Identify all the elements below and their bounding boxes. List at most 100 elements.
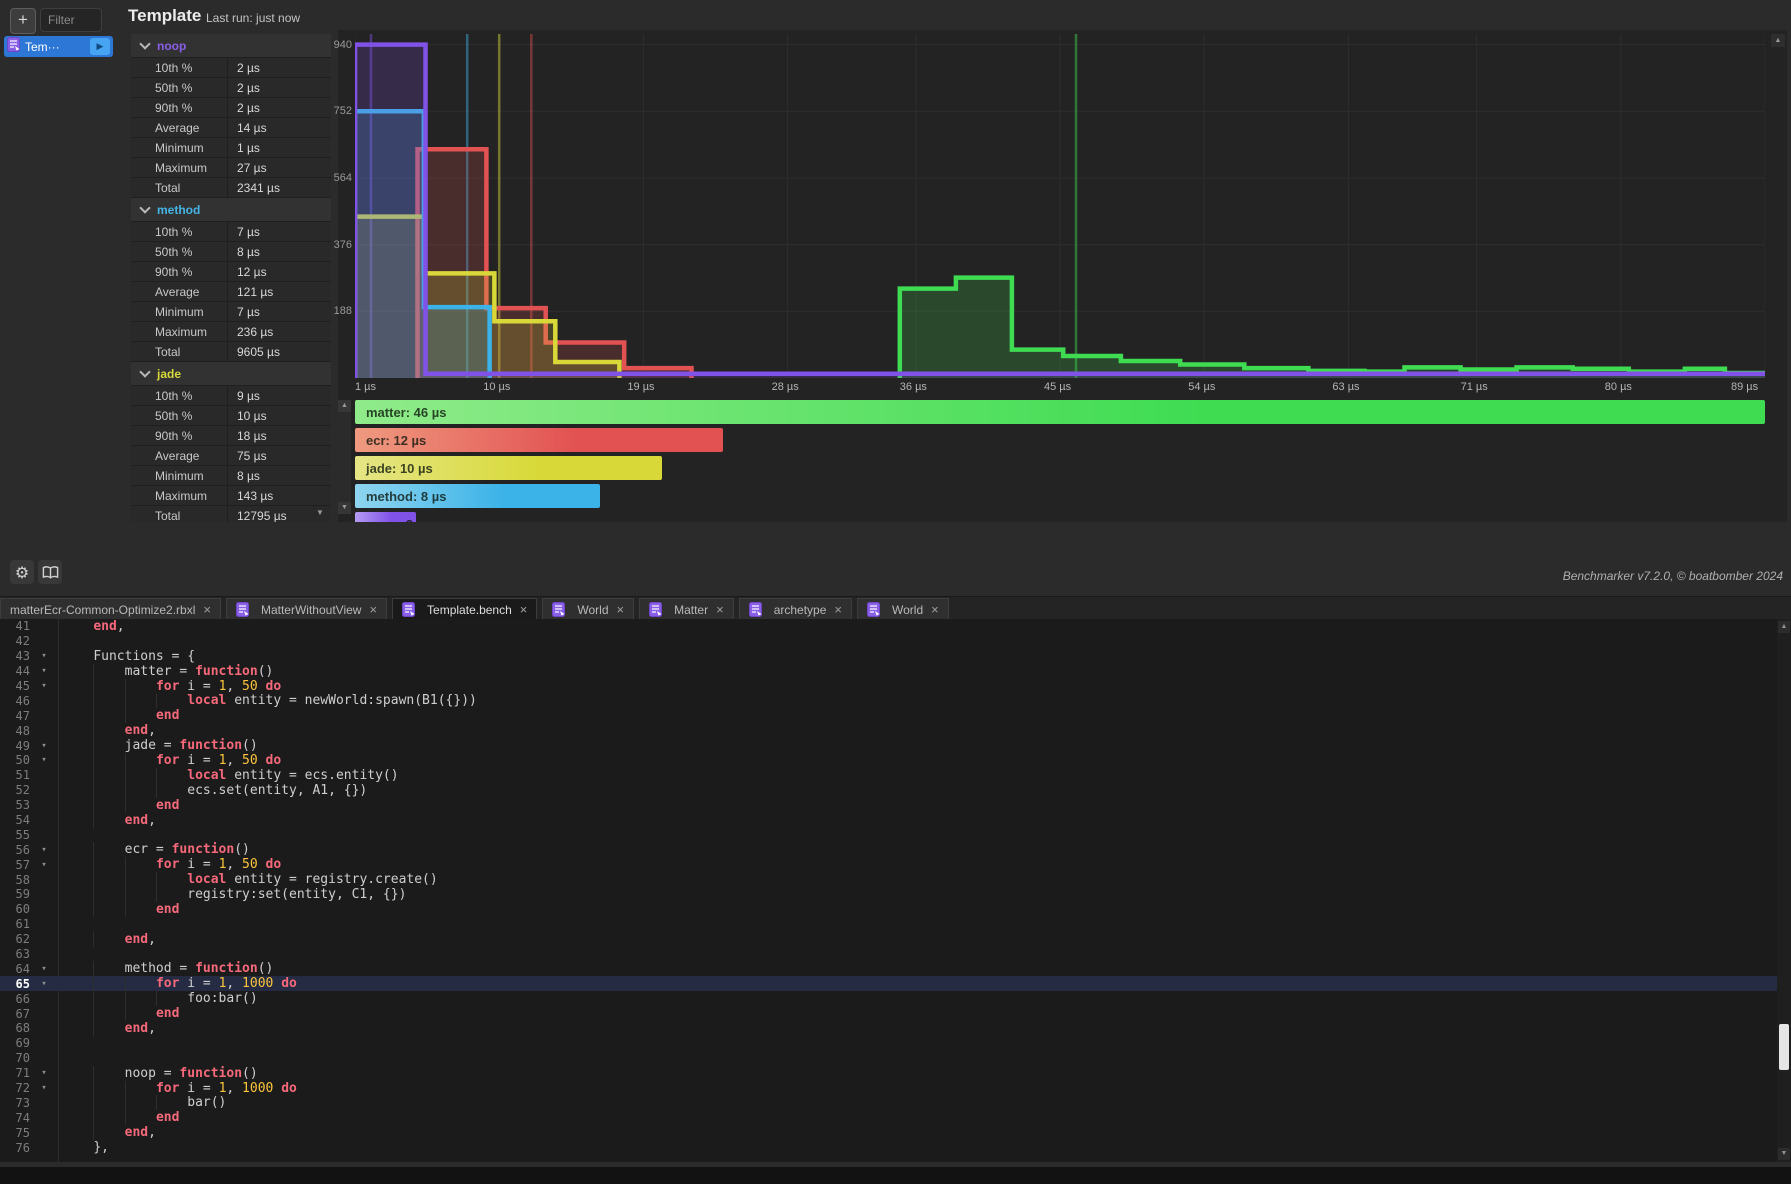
fold-arrow-icon[interactable]: ▾ bbox=[41, 681, 47, 691]
fold-arrow-icon[interactable]: ▾ bbox=[41, 844, 47, 855]
code-text: for i = 1, 50 do bbox=[58, 679, 281, 694]
x-axis-tick-label: 54 µs bbox=[1188, 381, 1216, 393]
code-line-62: 62 end, bbox=[0, 932, 1791, 947]
bench-item-label: Tem··· bbox=[25, 39, 60, 54]
code-text: end bbox=[58, 1006, 179, 1021]
legend-bar-method: method: 8 µs bbox=[355, 484, 601, 508]
line-number: 50 bbox=[15, 753, 30, 768]
code-text: for i = 1, 50 do bbox=[58, 753, 281, 768]
chart-scroll-up-icon[interactable]: ▲ bbox=[1771, 34, 1785, 47]
stats-section-header-noop[interactable]: noop bbox=[131, 34, 331, 58]
tab-Matter[interactable]: Matter × bbox=[639, 598, 734, 620]
fold-arrow-icon[interactable]: ▾ bbox=[41, 978, 47, 989]
stat-label: Minimum bbox=[131, 466, 228, 485]
series-matter bbox=[897, 275, 1765, 378]
legend-scroll-up-icon[interactable]: ▲ bbox=[338, 400, 351, 412]
script-icon bbox=[867, 602, 880, 617]
fold-arrow-icon[interactable]: ▾ bbox=[41, 1068, 47, 1079]
editor-scrollbar[interactable]: ▲ ▼ bbox=[1777, 619, 1791, 1162]
tab-World[interactable]: World × bbox=[857, 598, 949, 620]
tab-close-icon[interactable]: × bbox=[834, 601, 842, 617]
tab-close-icon[interactable]: × bbox=[203, 601, 211, 617]
series-ecr bbox=[415, 147, 694, 378]
fold-arrow-icon[interactable]: ▾ bbox=[41, 963, 47, 974]
legend-scroll-down-icon[interactable]: ▼ bbox=[338, 502, 351, 514]
bench-list-item-template[interactable]: Tem··· ▶ bbox=[4, 36, 113, 57]
code-text: end, bbox=[58, 1021, 156, 1036]
tab-close-icon[interactable]: × bbox=[369, 601, 378, 617]
tab-MatterWithoutView[interactable]: MatterWithoutView × bbox=[225, 598, 388, 620]
stats-section-header-jade[interactable]: jade bbox=[131, 362, 331, 386]
stat-value: 7 µs bbox=[237, 304, 260, 319]
line-number: 54 bbox=[15, 813, 30, 828]
code-line-41: 41 end, bbox=[0, 619, 1791, 634]
filter-input[interactable] bbox=[40, 8, 102, 32]
stat-label: Average bbox=[131, 282, 228, 301]
stat-label: Minimum bbox=[131, 138, 228, 157]
stats-scroll-down-icon[interactable]: ▼ bbox=[316, 508, 324, 517]
version-text: Benchmarker v7.2.0, © boatbomber 2024 bbox=[1562, 569, 1783, 583]
code-line-72: 72 ▾ for i = 1, 1000 do bbox=[0, 1081, 1791, 1096]
code-text: bar() bbox=[58, 1095, 226, 1110]
stat-row: Maximum 143 µs bbox=[131, 486, 331, 506]
tab-World[interactable]: World × bbox=[542, 598, 635, 620]
line-number: 49 bbox=[15, 738, 30, 753]
fold-arrow-icon[interactable]: ▾ bbox=[41, 1083, 47, 1094]
code-line-48: 48 end, bbox=[0, 723, 1791, 738]
add-benchmark-button[interactable]: + bbox=[10, 8, 36, 34]
settings-button[interactable]: ⚙ bbox=[10, 560, 34, 584]
line-number: 55 bbox=[15, 827, 30, 842]
code-text: for i = 1, 1000 do bbox=[58, 976, 297, 991]
tab-matterEcr-Common-Optimize2.rbxl[interactable]: matterEcr-Common-Optimize2.rbxl × bbox=[0, 598, 221, 620]
stat-row: Minimum 8 µs bbox=[131, 466, 331, 486]
code-line-65: 65 ▾ for i = 1, 1000 do bbox=[0, 976, 1791, 991]
line-number: 74 bbox=[15, 1110, 30, 1125]
code-text: ecs.set(entity, A1, {}) bbox=[58, 783, 367, 798]
tab-close-icon[interactable]: × bbox=[716, 601, 724, 617]
fold-arrow-icon[interactable]: ▾ bbox=[41, 755, 47, 766]
line-number: 57 bbox=[15, 857, 30, 872]
stat-label: 90th % bbox=[131, 98, 228, 117]
code-text: end bbox=[58, 708, 179, 723]
code-line-63: 63 bbox=[0, 947, 1791, 962]
line-number: 43 bbox=[15, 649, 30, 664]
script-icon bbox=[552, 602, 566, 617]
tab-label: Template.bench bbox=[427, 602, 512, 617]
stat-value: 2 µs bbox=[237, 100, 260, 115]
tab-close-icon[interactable]: × bbox=[931, 601, 939, 617]
tab-close-icon[interactable]: × bbox=[519, 601, 528, 617]
tab-archetype[interactable]: archetype × bbox=[738, 598, 852, 620]
stats-section-header-method[interactable]: method bbox=[131, 198, 331, 222]
editor-scroll-thumb[interactable] bbox=[1779, 1024, 1789, 1070]
fold-arrow-icon[interactable]: ▾ bbox=[41, 859, 47, 870]
stat-label: 10th % bbox=[131, 222, 228, 241]
fold-arrow-icon[interactable]: ▾ bbox=[41, 651, 47, 662]
stats-panel: noop 10th % 2 µs 50th % 2 µs 90th % 2 µs Averag… bbox=[131, 34, 331, 522]
stat-value: 12795 µs bbox=[237, 508, 287, 523]
stat-label: 90th % bbox=[131, 426, 228, 445]
docs-button[interactable] bbox=[38, 560, 62, 584]
line-number: 72 bbox=[15, 1081, 30, 1096]
x-axis-tick-label: 10 µs bbox=[483, 381, 511, 393]
legend-scrollbar[interactable]: ▲ ▼ bbox=[338, 400, 351, 514]
fold-arrow-icon[interactable]: ▾ bbox=[41, 666, 47, 677]
tab-Template.bench[interactable]: Template.bench × bbox=[392, 598, 538, 620]
stat-label: 50th % bbox=[131, 242, 228, 261]
editor-scroll-up-icon[interactable]: ▲ bbox=[1778, 621, 1790, 633]
editor-scroll-down-icon[interactable]: ▼ bbox=[1778, 1148, 1790, 1160]
run-benchmark-button[interactable]: ▶ bbox=[90, 38, 110, 55]
stats-section-name: method bbox=[157, 202, 201, 217]
tab-close-icon[interactable]: × bbox=[616, 601, 625, 617]
x-axis-tick-label: 28 µs bbox=[771, 381, 799, 393]
fold-arrow-icon[interactable]: ▾ bbox=[41, 740, 47, 751]
code-line-49: 49 ▾ jade = function() bbox=[0, 738, 1791, 753]
code-text: method = function() bbox=[58, 961, 274, 976]
tab-label: archetype bbox=[773, 602, 827, 617]
legend-bar-label: method: 8 µs bbox=[366, 488, 447, 504]
code-line-58: 58 local entity = registry.create() bbox=[0, 872, 1791, 887]
code-line-69: 69 bbox=[0, 1036, 1791, 1051]
line-number: 47 bbox=[15, 708, 30, 723]
code-editor[interactable]: 41 end, 42 43 ▾ Functions = {44 ▾ matter = f… bbox=[0, 619, 1791, 1162]
code-text: foo:bar() bbox=[58, 991, 257, 1006]
